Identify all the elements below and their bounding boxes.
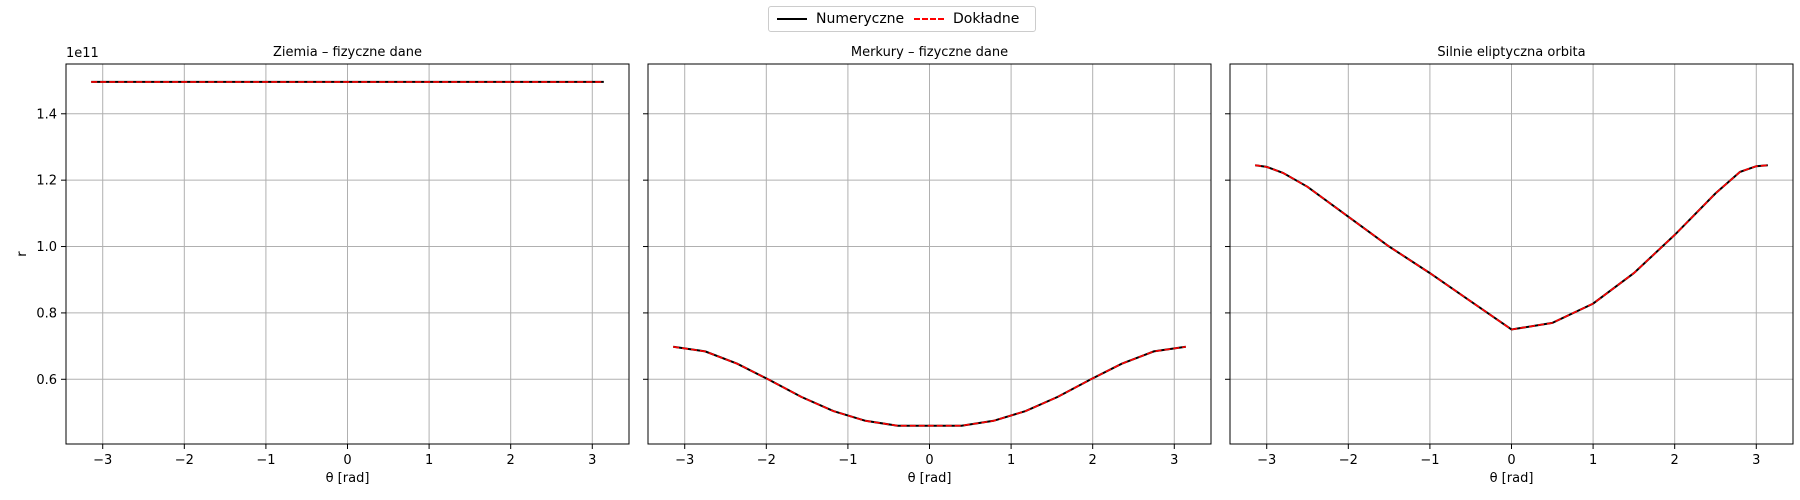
x-tick-label: −1	[256, 453, 275, 468]
chart-title: Merkury – fizyczne dane	[851, 45, 1008, 60]
legend-label-exact: Dokładne	[953, 11, 1020, 27]
x-tick-label: −2	[757, 453, 776, 468]
y-tick-label: 0.8	[36, 306, 57, 321]
x-tick-label: −3	[675, 453, 694, 468]
x-tick-label: −2	[175, 453, 194, 468]
x-tick-label: 3	[588, 453, 596, 468]
y-axis-label: r	[15, 251, 30, 257]
x-tick-label: 2	[507, 453, 515, 468]
series-line-exact	[1255, 164, 1768, 331]
x-tick-label: 0	[343, 453, 351, 468]
x-tick-label: 1	[425, 453, 433, 468]
x-tick-label: 1	[1589, 453, 1597, 468]
x-tick-label: 0	[925, 453, 933, 468]
x-axis-label: θ [rad]	[1490, 471, 1534, 486]
x-tick-label: −2	[1339, 453, 1358, 468]
legend: Numeryczne Dokładne	[768, 6, 1036, 32]
x-tick-label: −1	[1420, 453, 1439, 468]
x-axis-label: θ [rad]	[908, 471, 952, 486]
x-tick-label: −3	[1257, 453, 1276, 468]
legend-label-numeric: Numeryczne	[816, 11, 905, 27]
x-tick-label: 3	[1170, 453, 1178, 468]
x-tick-label: 3	[1752, 453, 1760, 468]
series-line-exact	[673, 346, 1186, 427]
y-tick-label: 1.0	[36, 240, 57, 255]
x-tick-label: −1	[838, 453, 857, 468]
x-tick-label: 1	[1007, 453, 1015, 468]
x-tick-label: 2	[1671, 453, 1679, 468]
x-tick-label: −3	[93, 453, 112, 468]
legend-item-numeric: Numeryczne	[777, 11, 904, 27]
legend-item-exact: Dokładne	[914, 11, 1019, 27]
x-tick-label: 0	[1507, 453, 1515, 468]
legend-swatch-exact	[914, 18, 944, 20]
chart-title: Silnie eliptyczna orbita	[1437, 45, 1585, 60]
x-tick-label: 2	[1089, 453, 1097, 468]
y-tick-label: 1.4	[36, 107, 57, 122]
y-tick-label: 0.6	[36, 373, 57, 388]
x-axis-label: θ [rad]	[326, 471, 370, 486]
y-tick-label: 1.2	[36, 174, 57, 189]
chart-title: Ziemia – fizyczne dane	[273, 45, 422, 60]
legend-swatch-numeric	[777, 18, 807, 20]
y-offset-text: 1e11	[66, 46, 99, 61]
